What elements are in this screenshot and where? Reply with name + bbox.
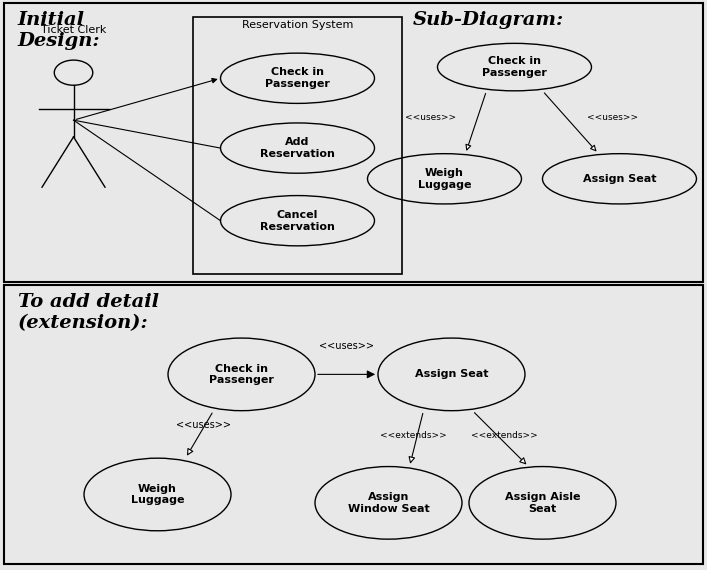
- Text: Check in
Passenger: Check in Passenger: [265, 67, 330, 89]
- Text: Sub-Diagram:: Sub-Diagram:: [413, 11, 564, 29]
- Bar: [192, 17, 402, 274]
- Text: Ticket Clerk: Ticket Clerk: [41, 25, 106, 35]
- Text: Add
Reservation: Add Reservation: [260, 137, 335, 159]
- Text: <<uses>>: <<uses>>: [319, 341, 374, 352]
- Text: Assign
Window Seat: Assign Window Seat: [348, 492, 429, 514]
- Text: Initial
Design:: Initial Design:: [18, 11, 100, 50]
- Text: <<uses>>: <<uses>>: [587, 113, 638, 122]
- Text: Weigh
Luggage: Weigh Luggage: [418, 168, 472, 190]
- Text: <<uses>>: <<uses>>: [175, 420, 230, 430]
- Text: Check in
Passenger: Check in Passenger: [482, 56, 547, 78]
- Text: <<extends>>: <<extends>>: [380, 431, 446, 440]
- Text: Check in
Passenger: Check in Passenger: [209, 364, 274, 385]
- Text: Assign Seat: Assign Seat: [583, 174, 656, 184]
- Text: <<extends>>: <<extends>>: [471, 431, 537, 440]
- Text: <<uses>>: <<uses>>: [405, 113, 456, 122]
- Text: To add detail
(extension):: To add detail (extension):: [18, 294, 158, 332]
- Text: Weigh
Luggage: Weigh Luggage: [131, 484, 185, 505]
- Text: Reservation System: Reservation System: [242, 19, 354, 30]
- Text: Assign Seat: Assign Seat: [415, 369, 489, 380]
- Text: Cancel
Reservation: Cancel Reservation: [260, 210, 335, 231]
- Text: Assign Aisle
Seat: Assign Aisle Seat: [505, 492, 580, 514]
